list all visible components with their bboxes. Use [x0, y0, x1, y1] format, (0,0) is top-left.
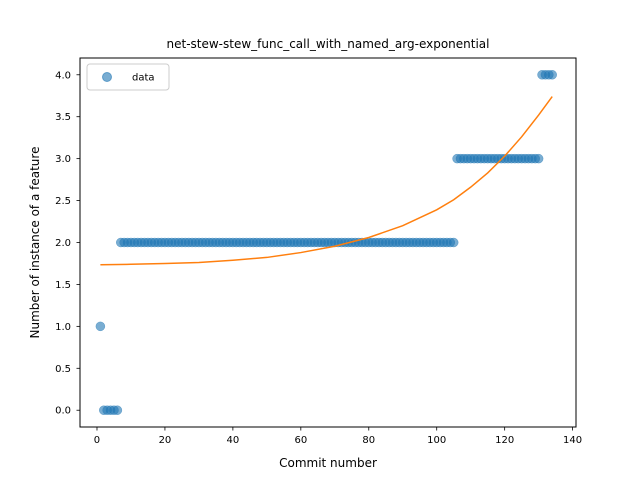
- y-tick-label-7: 3.5: [55, 112, 71, 123]
- x-axis-label: Commit number: [279, 456, 377, 470]
- y-tick-label-2: 1.0: [55, 322, 71, 333]
- x-tick-label-1: 20: [159, 435, 172, 446]
- fit-line: [100, 96, 553, 266]
- legend-marker-data: [102, 72, 112, 82]
- data-point-129: [533, 153, 544, 164]
- x-tick-label-7: 140: [563, 435, 582, 446]
- y-tick-label-1: 0.5: [55, 364, 71, 375]
- data-point-0: [95, 321, 106, 332]
- legend-frame: [86, 63, 170, 91]
- chart-title: net-stew-stew_func_call_with_named_arg-e…: [167, 37, 490, 51]
- y-tick-label-8: 4.0: [55, 70, 71, 81]
- y-tick-label-3: 1.5: [55, 280, 71, 291]
- y-tick-label-6: 3.0: [55, 154, 71, 165]
- y-tick-label-4: 2.0: [55, 238, 71, 249]
- x-tick-label-0: 0: [94, 435, 100, 446]
- y-tick-label-0: 0.0: [55, 406, 71, 417]
- plot-area: [95, 70, 557, 415]
- x-tick-label-5: 100: [427, 435, 446, 446]
- x-tick-label-2: 40: [227, 435, 240, 446]
- data-point-5: [112, 405, 123, 415]
- x-axis-ticks: 0 20 40 60 80 100 120 140: [94, 427, 582, 446]
- legend: data: [86, 63, 170, 91]
- data-point-104: [448, 237, 459, 248]
- x-tick-label-4: 80: [362, 435, 375, 446]
- y-tick-label-5: 2.5: [55, 196, 71, 207]
- y-axis-ticks: 0.0 0.5 1.0 1.5 2.0 2.5 3.0 3.5 4.0: [55, 70, 80, 417]
- x-tick-label-6: 120: [495, 435, 514, 446]
- y-axis-label: Number of instance of a feature: [28, 147, 42, 339]
- legend-label-data: data: [132, 73, 155, 84]
- data-point-133: [547, 70, 557, 80]
- x-tick-label-3: 60: [294, 435, 307, 446]
